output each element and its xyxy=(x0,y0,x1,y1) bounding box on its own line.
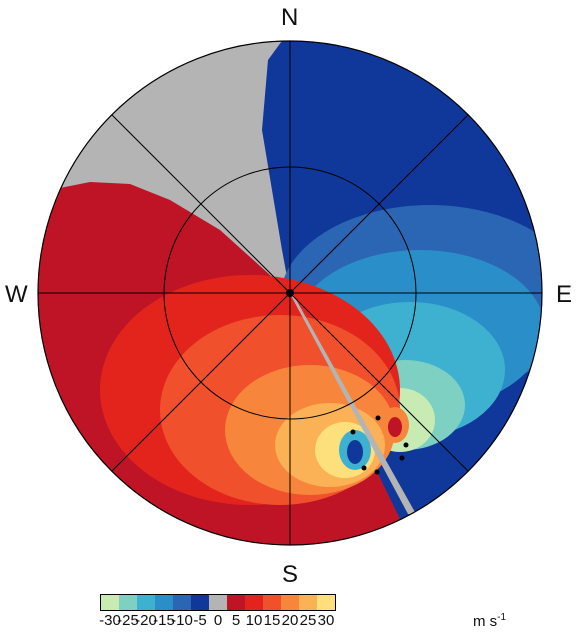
colorbar-tick-label: 25 xyxy=(299,612,317,629)
radar-center-marker xyxy=(286,289,294,297)
colorbar-swatch xyxy=(245,595,263,610)
colorbar-swatch xyxy=(137,595,155,610)
colorbar-tick-label: -15 xyxy=(153,612,175,629)
colorbar-tick-label: 5 xyxy=(231,612,241,629)
colorbar-tick-label: 20 xyxy=(281,612,299,629)
compass-west-label: W xyxy=(5,281,28,308)
compass-south-label: S xyxy=(282,561,299,588)
colorbar-unit-label: m s-1 xyxy=(473,612,506,630)
colorbar-tick-label: 15 xyxy=(263,612,281,629)
vortex-markers xyxy=(350,415,409,475)
unit-exponent: -1 xyxy=(497,612,507,623)
colorbar-swatch xyxy=(101,595,119,610)
colorbar-ticks: -30 -25 -20 -15 -10 -5 0 5 10 15 20 25 30 xyxy=(0,612,576,632)
colorbar-tick-label: -5 xyxy=(193,612,207,629)
colorbar-swatch xyxy=(263,595,281,610)
colorbar-tick-label: 30 xyxy=(317,612,335,629)
colorbar-swatch xyxy=(227,595,245,610)
unit-base: m s xyxy=(473,613,498,630)
compass-north-label: N xyxy=(281,4,299,31)
colorbar-swatch xyxy=(173,595,191,610)
colorbar-swatch xyxy=(299,595,317,610)
colorbar xyxy=(100,594,336,611)
colorbar-swatch xyxy=(119,595,137,610)
colorbar-swatch xyxy=(317,595,335,610)
colorbar-tick-label: -25 xyxy=(117,612,139,629)
colorbar-swatch xyxy=(281,595,299,610)
colorbar-tick-label: -20 xyxy=(135,612,157,629)
colorbar-swatch xyxy=(155,595,173,610)
colorbar-tick-label: -30 xyxy=(99,612,121,629)
colorbar-tick-label: 0 xyxy=(213,612,223,629)
colorbar-tick-label: -10 xyxy=(171,612,193,629)
velocity-field xyxy=(38,41,542,545)
colorbar-swatch xyxy=(209,595,227,610)
compass-east-label: E xyxy=(556,281,573,308)
colorbar-tick-label: 10 xyxy=(245,612,263,629)
colorbar-swatch xyxy=(191,595,209,610)
